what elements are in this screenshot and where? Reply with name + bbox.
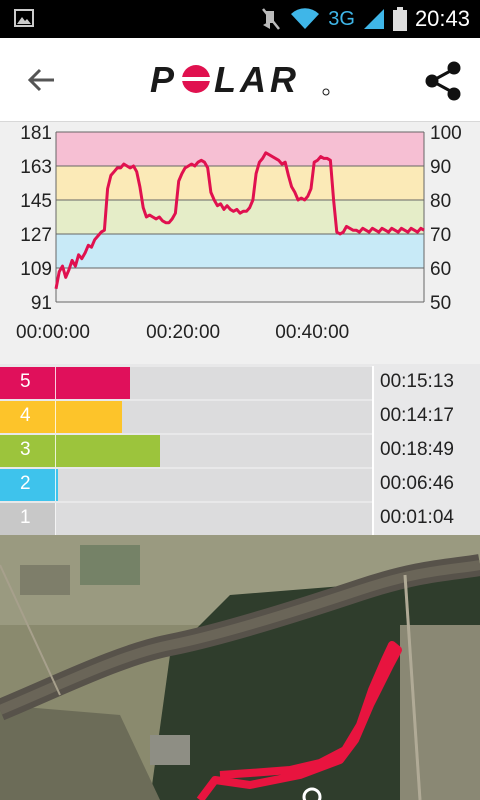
zone-time: 00:06:46 — [380, 473, 454, 494]
route-map[interactable] — [0, 535, 480, 800]
polar-logo: P LAR — [150, 59, 330, 100]
share-icon[interactable] — [420, 58, 466, 104]
x-tick-label: 00:20:00 — [146, 322, 220, 343]
y-tick-right: 90 — [430, 157, 451, 178]
zone-band-4 — [56, 166, 424, 200]
zone-number: 4 — [20, 405, 31, 426]
status-bar: 3G 20:43 — [0, 0, 480, 38]
zone-band-5 — [56, 132, 424, 166]
y-tick-right: 70 — [430, 225, 451, 246]
zone-bar — [0, 435, 160, 467]
signal-icon — [363, 9, 384, 29]
zone-track — [0, 469, 372, 501]
zone-divider — [55, 469, 56, 501]
y-tick-right: 80 — [430, 191, 451, 212]
zone-bar — [0, 503, 56, 535]
zone-row-2: 2 00:06:46 — [0, 468, 480, 502]
y-tick-left: 91 — [31, 293, 52, 314]
zone-separator — [372, 366, 374, 400]
zone-number: 5 — [20, 371, 31, 392]
zone-bar — [0, 367, 130, 399]
zone-divider — [55, 503, 56, 535]
zone-bar — [0, 401, 122, 433]
zone-time: 00:01:04 — [380, 507, 454, 528]
zone-bar — [0, 469, 58, 501]
svg-text:P: P — [150, 59, 178, 100]
map-image — [0, 535, 480, 800]
zone-band-2 — [56, 234, 424, 268]
heart-rate-line — [54, 151, 425, 290]
route-path — [196, 641, 402, 800]
heart-rate-zones: 5 00:15:13 4 00:14:17 3 00:18:49 2 00:06:46 1 00:… — [0, 364, 480, 536]
y-tick-left: 163 — [20, 157, 52, 178]
zone-row-3: 3 00:18:49 — [0, 434, 480, 468]
zone-time: 00:14:17 — [380, 405, 454, 426]
y-tick-left: 181 — [20, 123, 52, 144]
heart-rate-plot: 181 163 145 127 109 91 100 90 80 70 60 50 00:00:00 00… — [16, 123, 462, 343]
zone-number: 2 — [20, 473, 31, 494]
route-marker — [302, 787, 322, 800]
zone-time: 00:15:13 — [380, 371, 454, 392]
zone-track — [0, 503, 372, 535]
x-tick-label: 00:00:00 — [16, 322, 90, 343]
y-tick-left: 127 — [20, 225, 52, 246]
heart-rate-chart: 181 163 145 127 109 91 100 90 80 70 60 50 00:00:00 00… — [0, 122, 480, 364]
zone-row-1: 1 00:01:04 — [0, 502, 480, 536]
battery-icon — [392, 7, 407, 31]
zone-band-3 — [56, 200, 424, 234]
y-tick-right: 100 — [430, 123, 462, 144]
zone-time: 00:18:49 — [380, 439, 454, 460]
y-tick-left: 145 — [20, 191, 52, 212]
wifi-icon — [291, 8, 320, 29]
zone-number: 3 — [20, 439, 31, 460]
y-tick-left: 109 — [20, 259, 52, 280]
zone-divider — [55, 401, 56, 433]
svg-text:LAR: LAR — [214, 59, 300, 100]
network-type: 3G — [328, 7, 355, 30]
mute-icon — [262, 8, 281, 30]
gallery-notification-icon — [14, 9, 34, 27]
zone-divider — [55, 435, 56, 467]
x-tick-label: 00:40:00 — [275, 322, 349, 343]
zone-separator — [372, 434, 374, 468]
zone-row-5: 5 00:15:13 — [0, 366, 480, 400]
y-tick-right: 60 — [430, 259, 451, 280]
zone-separator — [372, 400, 374, 434]
zone-row-4: 4 00:14:17 — [0, 400, 480, 434]
zone-separator — [372, 502, 374, 536]
zone-band-1 — [56, 268, 424, 302]
clock: 20:43 — [414, 6, 470, 31]
y-tick-right: 50 — [430, 293, 451, 314]
zone-separator — [372, 468, 374, 502]
app-bar: P LAR — [0, 38, 480, 122]
zone-number: 1 — [20, 507, 31, 528]
arrow-left-icon[interactable] — [22, 60, 62, 100]
zone-divider — [55, 367, 56, 399]
